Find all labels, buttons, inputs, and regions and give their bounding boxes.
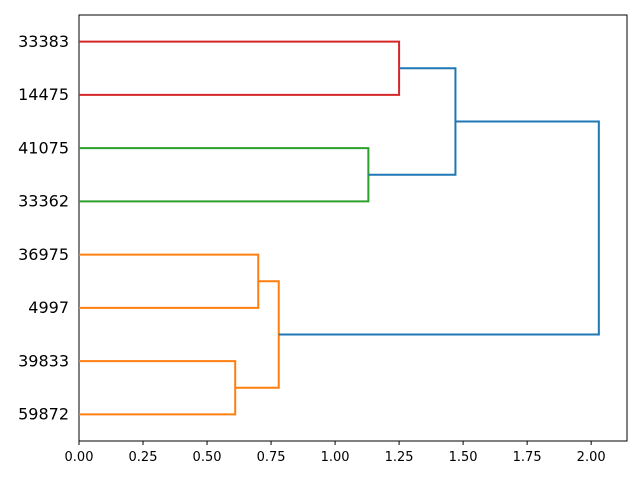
leaf-label: 14475 bbox=[18, 85, 69, 104]
x-tick-label: 0.50 bbox=[193, 450, 222, 465]
dendrogram-link-green-pair-41075-33362 bbox=[79, 147, 370, 203]
x-tick-label: 1.50 bbox=[449, 450, 478, 465]
dendrogram-link-orange-cluster-merge bbox=[235, 280, 280, 389]
x-tick-label: 1.00 bbox=[321, 450, 350, 465]
x-tick-label: 0.25 bbox=[129, 450, 158, 465]
leaf-label: 59872 bbox=[18, 405, 69, 424]
leaf-label: 33383 bbox=[18, 32, 69, 51]
plot-border bbox=[78, 14, 628, 442]
x-tick-label: 1.25 bbox=[385, 450, 414, 465]
dendrogram-link-blue-root-merge bbox=[278, 120, 600, 336]
x-tick-label: 2.00 bbox=[577, 450, 606, 465]
leaf-label: 39833 bbox=[18, 351, 69, 370]
x-tick-label: 1.75 bbox=[513, 450, 542, 465]
leaf-label: 4997 bbox=[28, 298, 69, 317]
dendrogram-link-orange-pair-36975-4997 bbox=[79, 253, 260, 309]
dendrogram-link-blue-red-green-merge bbox=[368, 67, 457, 176]
leaf-label: 36975 bbox=[18, 245, 69, 264]
leaf-label: 41075 bbox=[18, 138, 69, 157]
leaf-label: 33362 bbox=[18, 192, 69, 211]
dendrogram-link-orange-pair-39833-59872 bbox=[79, 360, 237, 416]
x-tick-label: 0.00 bbox=[65, 450, 94, 465]
x-tick-label: 0.75 bbox=[257, 450, 286, 465]
dendrogram-link-red-pair-33383-14475 bbox=[79, 40, 401, 96]
